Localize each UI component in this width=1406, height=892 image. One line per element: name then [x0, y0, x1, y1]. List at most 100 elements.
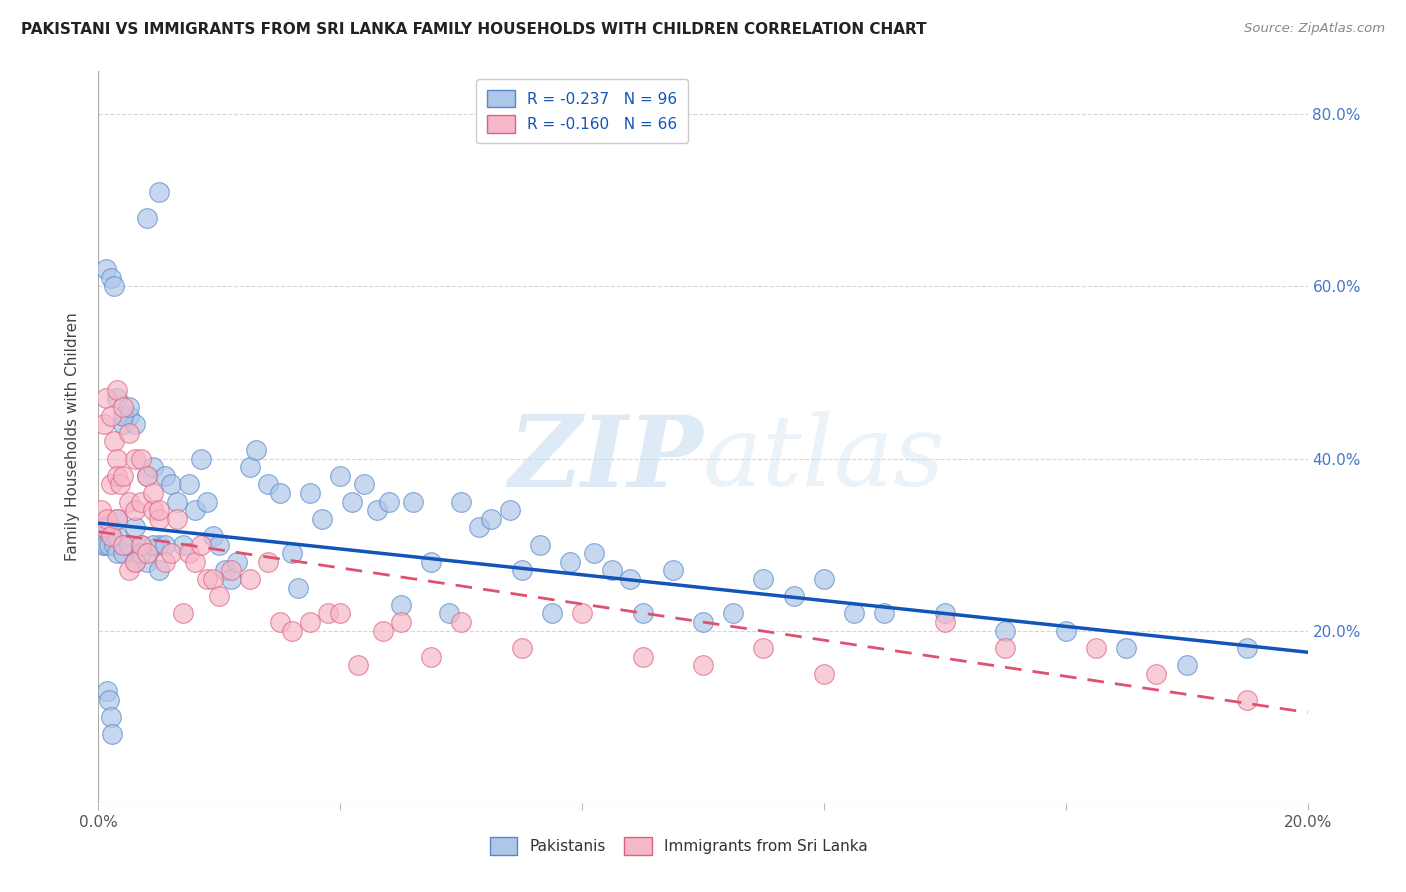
Point — [602, 564, 624, 578]
Point — [105, 512, 128, 526]
Point — [420, 649, 443, 664]
Point — [105, 512, 128, 526]
Point — [124, 555, 146, 569]
Point — [844, 607, 866, 621]
Point — [190, 538, 212, 552]
Text: Source: ZipAtlas.com: Source: ZipAtlas.com — [1244, 22, 1385, 36]
Point — [111, 400, 134, 414]
Point — [118, 564, 141, 578]
Point — [1054, 624, 1077, 638]
Point — [93, 529, 115, 543]
Point — [1175, 658, 1198, 673]
Point — [94, 262, 117, 277]
Point — [129, 451, 152, 466]
Point — [692, 615, 714, 629]
Point — [148, 512, 170, 526]
Point — [316, 607, 339, 621]
Point — [420, 555, 443, 569]
Point — [148, 564, 170, 578]
Point — [129, 494, 152, 508]
Point — [124, 555, 146, 569]
Point — [118, 400, 141, 414]
Point — [111, 409, 134, 423]
Point — [96, 512, 118, 526]
Point — [214, 564, 236, 578]
Point — [631, 649, 654, 664]
Point — [111, 538, 134, 552]
Point — [108, 477, 131, 491]
Point — [105, 392, 128, 406]
Point — [135, 546, 157, 560]
Point — [245, 442, 267, 457]
Point — [1144, 666, 1167, 681]
Point — [135, 211, 157, 225]
Point — [100, 727, 122, 741]
Point — [571, 607, 593, 621]
Point — [135, 468, 157, 483]
Point — [153, 538, 176, 552]
Point — [100, 529, 122, 543]
Point — [184, 555, 207, 569]
Point — [299, 486, 322, 500]
Point — [100, 409, 122, 423]
Point — [723, 607, 745, 621]
Point — [103, 434, 125, 449]
Point — [124, 503, 146, 517]
Point — [124, 451, 146, 466]
Point — [94, 538, 117, 552]
Point — [142, 460, 165, 475]
Point — [100, 529, 122, 543]
Point — [342, 494, 364, 508]
Point — [631, 607, 654, 621]
Point — [153, 468, 176, 483]
Point — [195, 572, 218, 586]
Point — [510, 564, 533, 578]
Point — [160, 546, 183, 560]
Point — [311, 512, 333, 526]
Point — [93, 520, 115, 534]
Point — [481, 512, 503, 526]
Point — [752, 640, 775, 655]
Point — [91, 538, 114, 552]
Point — [468, 520, 491, 534]
Point — [437, 607, 460, 621]
Point — [619, 572, 641, 586]
Point — [179, 546, 201, 560]
Point — [96, 520, 118, 534]
Point — [105, 383, 128, 397]
Point — [994, 624, 1017, 638]
Point — [239, 460, 262, 475]
Point — [1236, 640, 1258, 655]
Point — [934, 615, 956, 629]
Point — [558, 555, 581, 569]
Point — [124, 520, 146, 534]
Point — [94, 392, 117, 406]
Point — [208, 538, 231, 552]
Point — [752, 572, 775, 586]
Point — [98, 692, 121, 706]
Point — [118, 494, 141, 508]
Point — [129, 538, 152, 552]
Point — [813, 572, 835, 586]
Point — [105, 546, 128, 560]
Point — [160, 477, 183, 491]
Point — [208, 589, 231, 603]
Point — [153, 555, 176, 569]
Point — [281, 624, 304, 638]
Point — [402, 494, 425, 508]
Point — [96, 684, 118, 698]
Point — [148, 503, 170, 517]
Point — [226, 555, 249, 569]
Point — [129, 546, 152, 560]
Point — [783, 589, 806, 603]
Point — [256, 477, 278, 491]
Point — [111, 417, 134, 432]
Point — [661, 564, 683, 578]
Point — [118, 425, 141, 440]
Point — [90, 503, 112, 517]
Point — [135, 468, 157, 483]
Point — [450, 615, 472, 629]
Point — [221, 564, 243, 578]
Point — [105, 529, 128, 543]
Point — [510, 640, 533, 655]
